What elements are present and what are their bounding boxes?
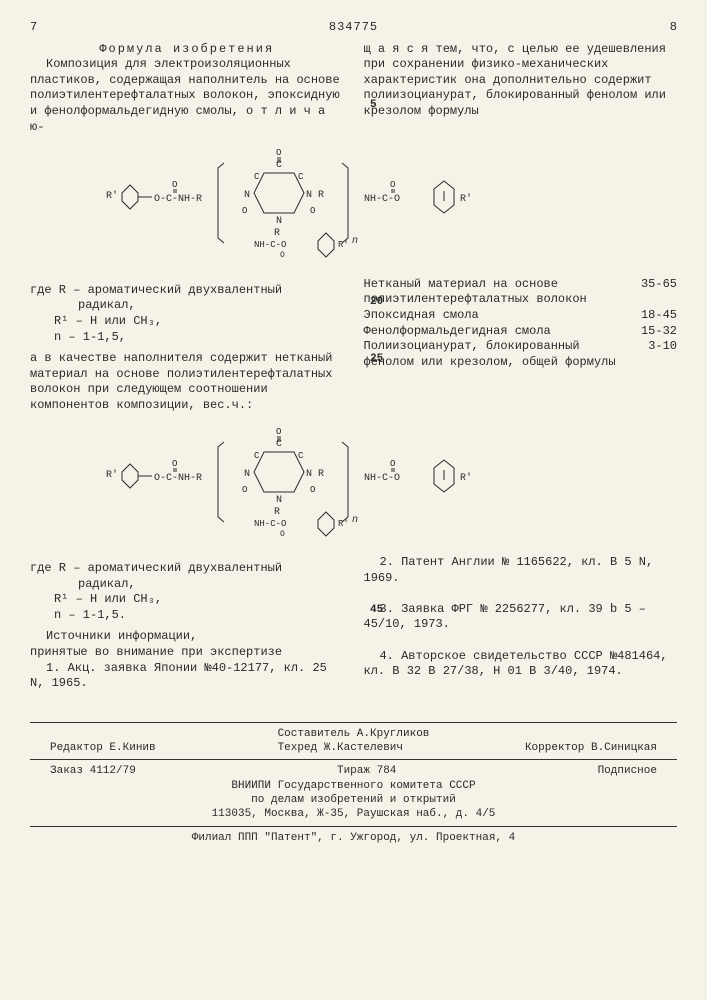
line-number-25: 25	[370, 352, 383, 366]
svg-text:R': R'	[106, 190, 118, 202]
svg-text:NH-C-O: NH-C-O	[254, 519, 286, 529]
svg-text:N: N	[276, 495, 282, 506]
def-n: n – 1-1,5,	[30, 330, 344, 346]
ingredient-label: Полиизоцианурат, блокированный фенолом и…	[364, 339, 628, 370]
footer-addr1: 113035, Москва, Ж-35, Раушская наб., д. …	[30, 807, 677, 821]
reference-2: 2. Патент Англии № 1165622, кл. B 5 N, 1…	[364, 555, 678, 586]
svg-text:O: O	[310, 206, 315, 216]
ingredient-label: Фенолформальдегидная смола	[364, 324, 628, 340]
svg-text:O: O	[172, 180, 177, 190]
svg-text:N: N	[244, 469, 250, 480]
def2-n: n – 1-1,5.	[30, 608, 344, 624]
page-number-left: 7	[30, 20, 37, 36]
ingredient-label: Нетканый материал на основе полиэтиленте…	[364, 277, 628, 308]
ingredient-value: 15-32	[627, 324, 677, 340]
svg-text:R: R	[274, 228, 280, 239]
footer-podpisnoe: Подписное	[598, 764, 657, 778]
footer-techred: Техред Ж.Кастелевич	[278, 741, 403, 755]
ingredient-row: Эпоксидная смола 18-45	[364, 308, 678, 324]
reference-4: 4. Авторское свидетельство СССР №481464,…	[364, 649, 678, 680]
ingredient-row: Фенолформальдегидная смола 15-32	[364, 324, 678, 340]
formula-title: Формула изобретения	[30, 42, 344, 58]
footer-org2: по делам изобретений и открытий	[30, 793, 677, 807]
svg-text:R': R'	[460, 193, 472, 205]
svg-text:R: R	[318, 190, 324, 201]
footer-tirazh: Тираж 784	[337, 764, 396, 778]
svg-text:R: R	[274, 507, 280, 518]
patent-number: 834775	[329, 20, 378, 36]
def2-where: где R – ароматический двухвалентный	[30, 561, 344, 577]
svg-text:NH-C-O: NH-C-O	[364, 473, 400, 484]
reference-3: 3. Заявка ФРГ № 2256277, кл. 39 b 5 – 45…	[364, 602, 678, 633]
svg-text:R': R'	[106, 469, 118, 481]
svg-text:O-C-NH-R: O-C-NH-R	[154, 473, 202, 484]
footer-order: Заказ 4112/79	[50, 764, 136, 778]
svg-text:O: O	[242, 485, 247, 495]
svg-text:O: O	[276, 148, 281, 158]
left-paragraph-1: Композиция для электроизоляционных пласт…	[30, 57, 344, 135]
chemical-formula-1: R' O-C-NH-R O N N C N C C O O O R R NH-C…	[30, 143, 677, 269]
ingredient-label: Эпоксидная смола	[364, 308, 628, 324]
footer-compiler: Составитель А.Кругликов	[30, 727, 677, 741]
def-r1: R¹ – H или CH₃,	[30, 314, 344, 330]
svg-text:NH-C-O: NH-C-O	[254, 240, 286, 250]
svg-text:C: C	[298, 172, 304, 182]
svg-text:O: O	[276, 427, 281, 437]
svg-text:O: O	[280, 251, 285, 260]
ingredient-value: 18-45	[627, 308, 677, 324]
def2-r1: R¹ – H или CH₃,	[30, 592, 344, 608]
svg-text:C: C	[298, 451, 304, 461]
line-number-5: 5	[370, 98, 377, 112]
svg-text:N: N	[276, 216, 282, 227]
svg-text:R': R'	[460, 472, 472, 484]
svg-text:n: n	[352, 236, 358, 247]
line-number-45: 45	[370, 603, 383, 617]
svg-text:C: C	[254, 451, 260, 461]
footer-corrector: Корректор В.Синицкая	[525, 741, 657, 755]
def-where: где R – ароматический двухвалентный	[30, 283, 344, 299]
line-number-20: 20	[370, 295, 383, 309]
def-filler: а в качестве наполнителя содержит неткан…	[30, 351, 344, 413]
footer-org1: ВНИИПИ Государственного комитета СССР	[30, 779, 677, 793]
svg-text:O-C-NH-R: O-C-NH-R	[154, 194, 202, 205]
svg-text:N: N	[306, 190, 312, 201]
svg-text:O: O	[310, 485, 315, 495]
svg-text:O: O	[172, 459, 177, 469]
svg-text:NH-C-O: NH-C-O	[364, 194, 400, 205]
footer-addr2: Филиал ППП "Патент", г. Ужгород, ул. Про…	[30, 831, 677, 845]
svg-text:C: C	[276, 439, 282, 450]
right-paragraph-1: щ а я с я тем, что, с целью ее удешевлен…	[364, 42, 678, 120]
svg-text:n: n	[352, 515, 358, 526]
svg-text:O: O	[390, 459, 395, 469]
reference-1: 1. Акц. заявка Японии №40-12177, кл. 25 …	[30, 661, 344, 692]
ingredient-row: Нетканый материал на основе полиэтиленте…	[364, 277, 678, 308]
ingredient-row: Полиизоцианурат, блокированный фенолом и…	[364, 339, 678, 370]
def2-radical: радикал,	[30, 577, 344, 593]
ingredient-value: 3-10	[627, 339, 677, 370]
chemical-formula-2: R' O-C-NH-R O N N C N C C O O O R R NH-C…	[30, 422, 677, 548]
ingredient-value: 35-65	[627, 277, 677, 308]
sources-title: Источники информации,	[30, 629, 344, 645]
footer-block: Составитель А.Кругликов Редактор Е.Кинив…	[30, 722, 677, 845]
def-radical: радикал,	[30, 298, 344, 314]
svg-text:O: O	[390, 180, 395, 190]
svg-text:C: C	[254, 172, 260, 182]
svg-text:O: O	[280, 530, 285, 539]
svg-text:N: N	[244, 190, 250, 201]
svg-text:R: R	[318, 469, 324, 480]
footer-editor: Редактор Е.Кинив	[50, 741, 156, 755]
svg-text:N: N	[306, 469, 312, 480]
page-number-right: 8	[670, 20, 677, 36]
svg-text:O: O	[242, 206, 247, 216]
sources-sub: принятые во внимание при экспертизе	[30, 645, 344, 661]
svg-text:C: C	[276, 160, 282, 171]
